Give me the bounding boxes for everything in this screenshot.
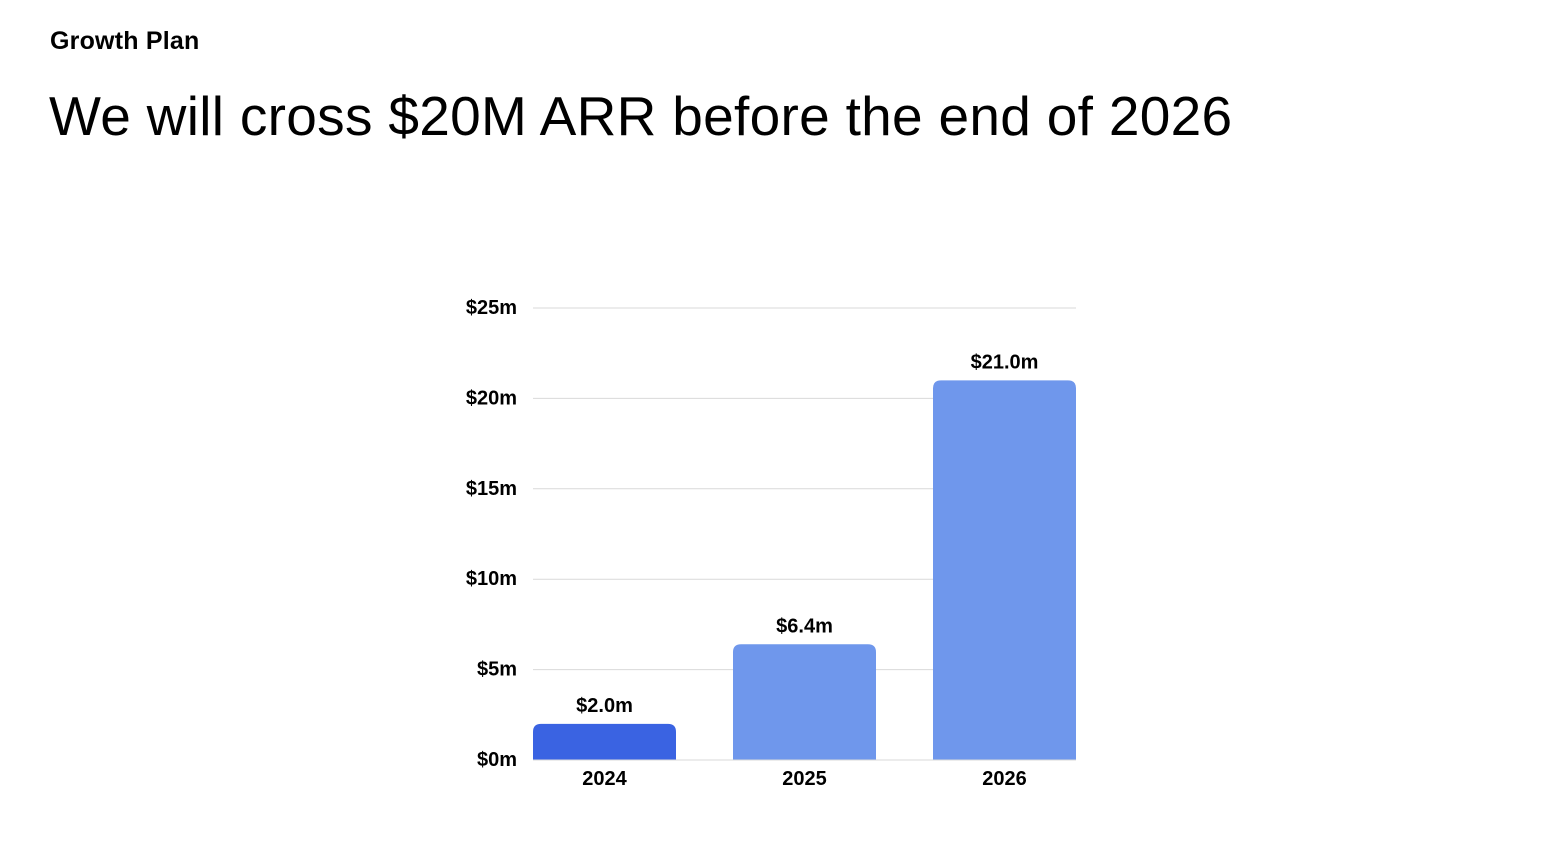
data-label: $6.4m — [776, 615, 833, 637]
y-tick-label: $25m — [466, 297, 517, 319]
page-title: We will cross $20M ARR before the end of… — [49, 85, 1233, 147]
eyebrow-label: Growth Plan — [50, 27, 200, 55]
bar-2024 — [533, 723, 676, 760]
x-tick-label: 2025 — [782, 768, 827, 790]
y-tick-label: $20m — [466, 387, 517, 409]
data-label: $2.0m — [576, 695, 633, 717]
y-tick-label: $10m — [466, 568, 517, 590]
bar-2026 — [933, 380, 1076, 760]
y-tick-label: $15m — [466, 478, 517, 500]
y-tick-label: $0m — [477, 749, 517, 771]
x-tick-label: 2026 — [982, 768, 1027, 790]
bar-2025 — [733, 644, 876, 760]
x-tick-label: 2024 — [582, 768, 627, 790]
data-label: $21.0m — [971, 351, 1039, 373]
y-tick-label: $5m — [477, 659, 517, 681]
